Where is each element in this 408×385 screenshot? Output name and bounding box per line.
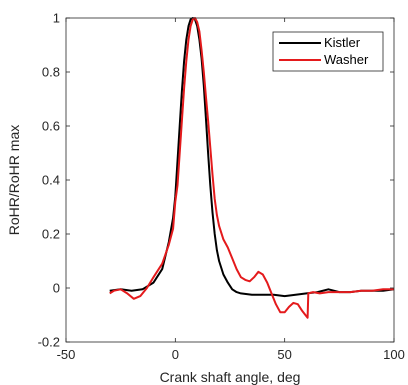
- legend-label-washer: Washer: [324, 52, 369, 67]
- x-tick-label: 50: [277, 347, 291, 362]
- y-tick-label: 1: [53, 11, 60, 26]
- series-layer: [109, 17, 395, 319]
- x-axis-label: Crank shaft angle, deg: [160, 369, 301, 385]
- series-line-washer: [109, 17, 394, 319]
- y-tick-label: 0: [53, 281, 60, 296]
- ticks-layer: -50 0 50 100 -0.2 0 0.2 0.4 0.6 0.8 1: [38, 11, 405, 363]
- y-tick-label: 0.4: [42, 173, 60, 188]
- y-tick-label: 0.8: [42, 65, 60, 80]
- legend-box: [272, 31, 384, 72]
- x-tick-label: 0: [172, 347, 179, 362]
- legend-label-kistler: Kistler: [324, 35, 361, 50]
- y-axis-label: RoHR/RoHR max: [6, 125, 22, 235]
- y-tick-label: -0.2: [38, 335, 60, 350]
- legend: Kistler Washer: [272, 31, 384, 72]
- x-tick-label: -50: [57, 347, 76, 362]
- x-tick-label: 100: [383, 347, 405, 362]
- y-tick-label: 0.6: [42, 119, 60, 134]
- plot-area: [66, 18, 394, 342]
- y-tick-label: 0.2: [42, 227, 60, 242]
